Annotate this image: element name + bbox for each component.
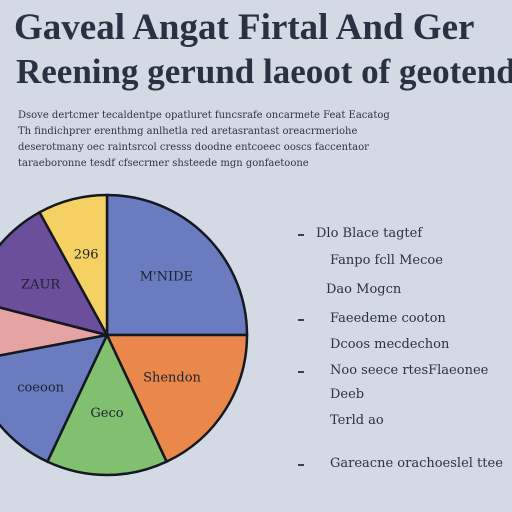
slice-label: coeoon xyxy=(17,380,64,395)
slice-label: M'NIDE xyxy=(140,270,193,285)
pie-slice xyxy=(0,306,108,357)
legend-item: Dcoos mecdechon xyxy=(330,337,450,352)
slice-label: 296 xyxy=(74,248,99,263)
legend-item: Dlo Blace tagtef xyxy=(316,226,423,241)
pie-slice xyxy=(105,333,249,464)
legend-item: Deeb xyxy=(330,387,365,402)
page-title: Gaveal Angat Firtal And Ger xyxy=(14,7,475,48)
legend-item: Noo seece rtesFlaeonee xyxy=(330,363,489,378)
legend-bullet xyxy=(298,234,304,236)
legend-bullet xyxy=(298,464,304,466)
description-line: Dsove dertcmer tecaldentpe opatluret fun… xyxy=(18,110,390,121)
page-subtitle: Reening gerund laeoot of geotend xyxy=(16,52,512,91)
legend-item: Fanpo fcll Mecoe xyxy=(330,253,443,268)
pie-slice xyxy=(0,210,110,337)
pie-slice xyxy=(45,332,169,477)
legend-item: Dao Mogcn xyxy=(326,282,402,297)
pie-slice xyxy=(0,333,110,464)
legend-item: Faeedeme cooton xyxy=(330,311,446,326)
slice-label: Shendon xyxy=(143,370,201,385)
description-paragraph: Dsove dertcmer tecaldentpe opatluret fun… xyxy=(18,108,508,172)
slice-label: ZAUR xyxy=(21,278,61,293)
pie-slice xyxy=(37,193,109,336)
description-line: deserotmany oec raintsrcol cresss doodne… xyxy=(18,142,369,153)
description-line: Th findichprer erenthmg anlhetla red are… xyxy=(18,126,358,137)
slice-label: Geco xyxy=(90,406,123,421)
description-line: taraeboronne tesdf cfsecrmer shsteede mg… xyxy=(18,158,309,169)
legend-item: Terld ao xyxy=(330,413,384,428)
legend-bullet xyxy=(298,319,304,321)
legend-bullet xyxy=(298,371,304,373)
pie-slice xyxy=(105,193,249,337)
legend-item: Gareacne orachoeslel ttee xyxy=(330,456,503,471)
